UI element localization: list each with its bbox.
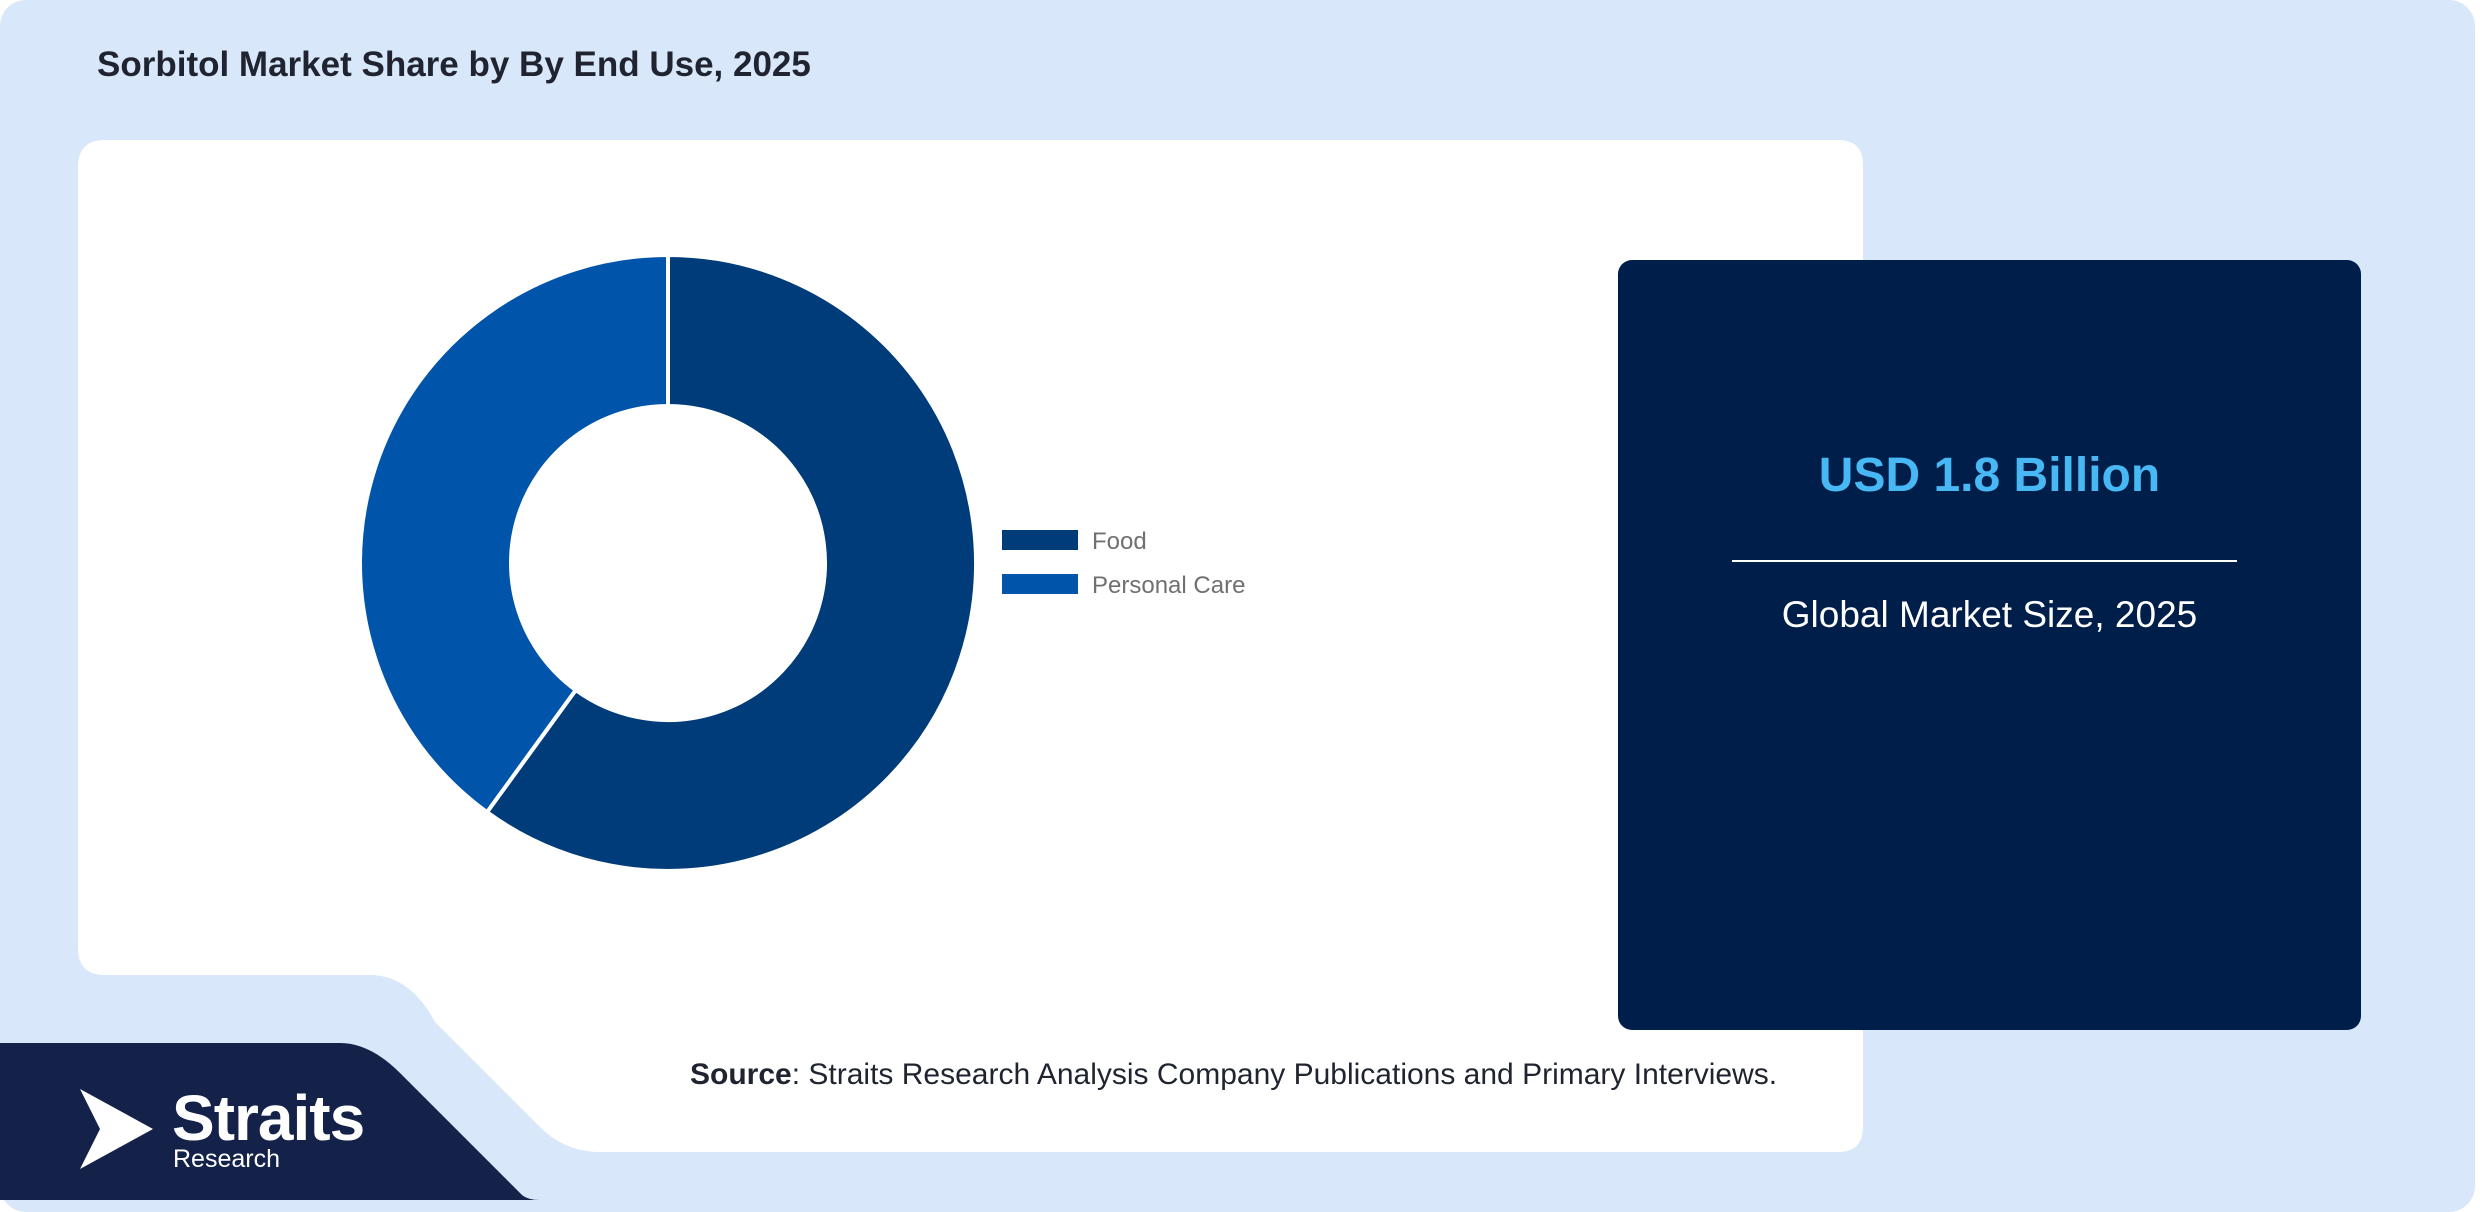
market-size-card: USD 1.8 Billion Global Market Size, 2025: [1618, 260, 2361, 1030]
legend-swatch-personal-care: [1002, 574, 1078, 594]
legend-label-personal-care: Personal Care: [1092, 572, 1245, 599]
legend-label-food: Food: [1092, 528, 1147, 555]
slice-personal-care[interactable]: [358, 252, 670, 815]
logo-subtitle: Research: [173, 1145, 280, 1173]
legend-swatch-food: [1002, 530, 1078, 550]
straits-logo: Straits Research: [78, 1082, 398, 1175]
source-text: : Straits Research Analysis Company Publ…: [791, 1058, 1778, 1091]
source-label: Source: [690, 1058, 792, 1091]
card-divider: [1732, 560, 2237, 562]
source-note: Source: Straits Research Analysis Compan…: [690, 1058, 1777, 1092]
logo-wordmark: Straits: [172, 1082, 365, 1154]
slice-food[interactable]: [484, 252, 978, 873]
legend: Food Personal Care: [1002, 528, 1245, 599]
market-size-label: Global Market Size, 2025: [1781, 594, 2198, 635]
market-size-value: USD 1.8 Billion: [1818, 449, 2161, 502]
chart-title: Sorbitol Market Share by By End Use, 202…: [97, 45, 811, 84]
footer-band: [0, 1043, 540, 1200]
arrow-logo-icon: [80, 1089, 153, 1169]
slices-group: [358, 252, 978, 873]
